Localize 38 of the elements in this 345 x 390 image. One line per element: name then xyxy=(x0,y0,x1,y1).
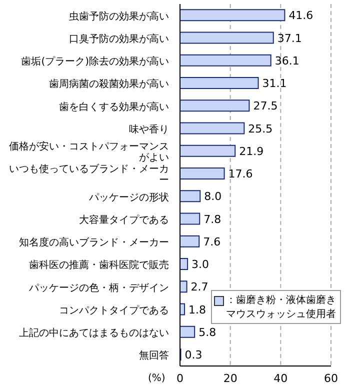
y-tick-label: パッケージの色・柄・デザイン xyxy=(28,282,169,294)
y-tick-label: 口臭予防の効果が高い xyxy=(69,32,169,45)
text: 3.0 xyxy=(192,258,210,272)
text: 17.6 xyxy=(228,168,253,181)
text: 8.0 xyxy=(204,190,222,204)
y-tick-label: いつも使っているブランド・メーカー xyxy=(9,163,169,186)
y-tick-label: コンパクトタイプである xyxy=(59,304,169,316)
text: 7.8 xyxy=(204,212,222,226)
y-tick-label: 知名度の高いブランド・メーカー xyxy=(19,236,169,249)
y-tick-label: 大容量タイプである xyxy=(79,214,169,226)
y-tick-label: 歯科医の推薦・歯科医院で販売 xyxy=(29,259,169,272)
y-tick-label: 虫歯予防の効果が高い xyxy=(69,10,169,22)
text: 27.5 xyxy=(253,100,278,113)
x-tick-label: 0 xyxy=(176,372,184,385)
y-tick-label: 上記の中にあてはまるものはない xyxy=(19,327,169,340)
x-tick-label: 40 xyxy=(274,372,288,385)
text: 25.5 xyxy=(248,122,273,136)
y-tick-label: 無回答 xyxy=(139,350,169,362)
text: 1.8 xyxy=(188,303,206,316)
y-tick-label: 歯周病菌の殺菌効果が高い xyxy=(49,78,169,90)
text: 7.6 xyxy=(203,235,221,248)
x-tick-label: 60 xyxy=(324,372,338,385)
x-tick-label: 20 xyxy=(223,372,238,385)
x-axis-title: (%) xyxy=(148,373,166,384)
y-tick-label: 歯を白くする効果が高い xyxy=(59,100,169,113)
y-tick-label: 味や香り xyxy=(129,123,169,136)
text: 2.7 xyxy=(190,280,208,294)
text: 5.8 xyxy=(198,326,216,339)
legend-label: ：歯磨き粉・液体歯磨きマウスウォッシュ使用者 xyxy=(226,294,337,321)
text: 0.3 xyxy=(184,348,202,362)
y-tick-label: 歯垢(プラーク)除去の効果が高い xyxy=(21,56,169,68)
text: 41.6 xyxy=(288,9,314,22)
y-tick-label: 価格が安い・コストパフォーマンスがよい xyxy=(9,140,169,164)
text: 37.1 xyxy=(277,32,302,45)
text: 31.1 xyxy=(262,77,287,90)
text: 21.9 xyxy=(239,144,264,158)
y-tick-label: パッケージの形状 xyxy=(88,191,169,204)
text: 36.1 xyxy=(274,54,300,68)
